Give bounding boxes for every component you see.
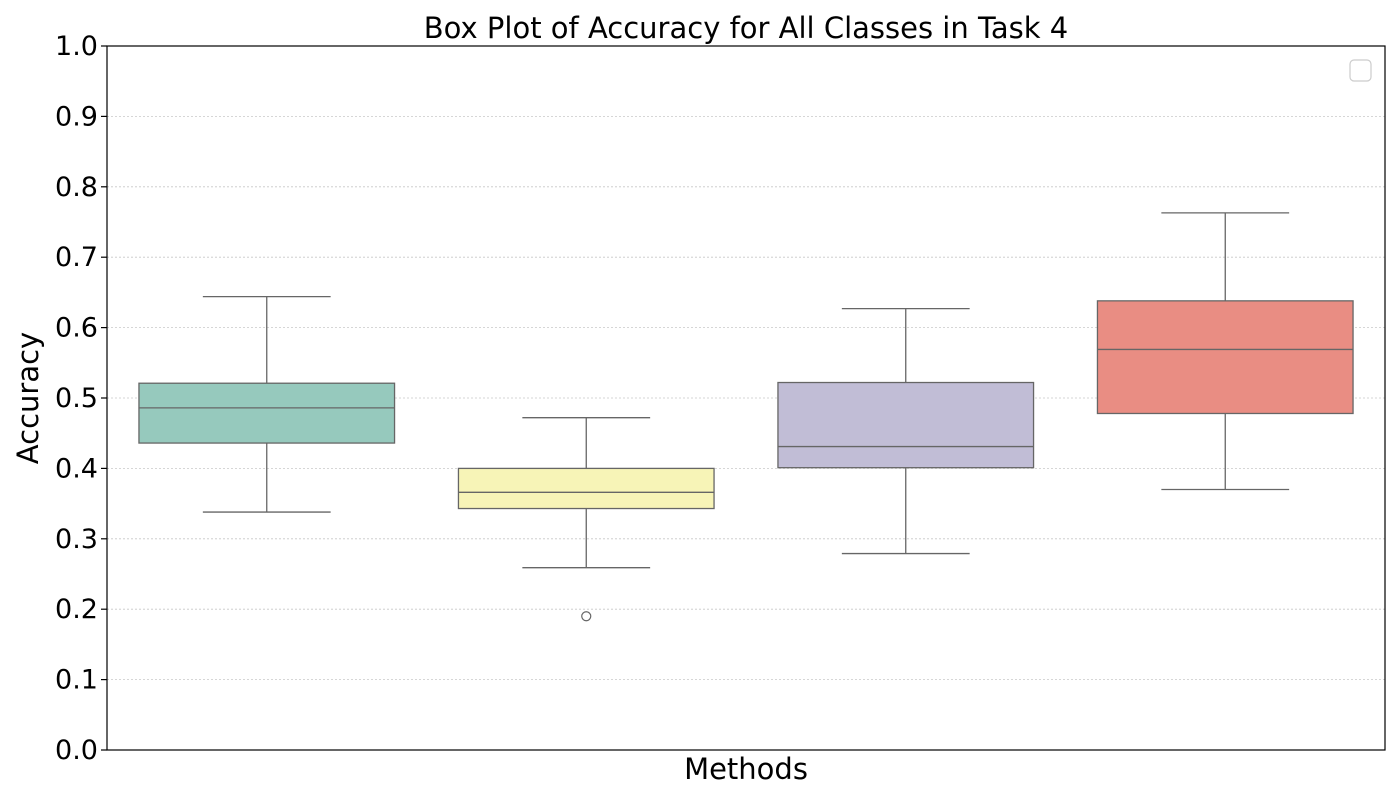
y-tick-label: 0.9 [55, 101, 98, 132]
legend-box [1349, 59, 1372, 82]
y-tick-label: 0.7 [55, 242, 98, 273]
chart-title: Box Plot of Accuracy for All Classes in … [424, 11, 1068, 45]
box-group [457, 417, 715, 622]
y-tick-label: 0.4 [55, 453, 98, 484]
y-tick-label: 0.2 [55, 594, 98, 625]
box-iqr [457, 467, 715, 510]
box-iqr [777, 381, 1035, 469]
x-axis-label: Methods [684, 752, 808, 786]
y-tick-label: 1.0 [55, 31, 98, 62]
boxes [138, 212, 1354, 622]
y-tick-label: 0.3 [55, 524, 98, 555]
box-iqr [1096, 300, 1354, 415]
outlier-point [581, 611, 592, 622]
y-tick-label: 0.8 [55, 172, 98, 203]
y-axis-ticks: 0.0 0.1 0.2 0.3 0.4 0.5 0.6 0.7 0.8 0.9 1.0 [55, 31, 107, 766]
y-tick-label: 0.0 [55, 735, 98, 766]
y-axis-label: Accuracy [11, 332, 45, 464]
y-tick-label: 0.1 [55, 665, 98, 696]
box-group [1096, 212, 1354, 491]
y-tick-label: 0.6 [55, 313, 98, 344]
box-iqr [138, 382, 396, 444]
box-group [138, 295, 396, 513]
box-group [777, 307, 1035, 555]
y-tick-label: 0.5 [55, 383, 98, 414]
